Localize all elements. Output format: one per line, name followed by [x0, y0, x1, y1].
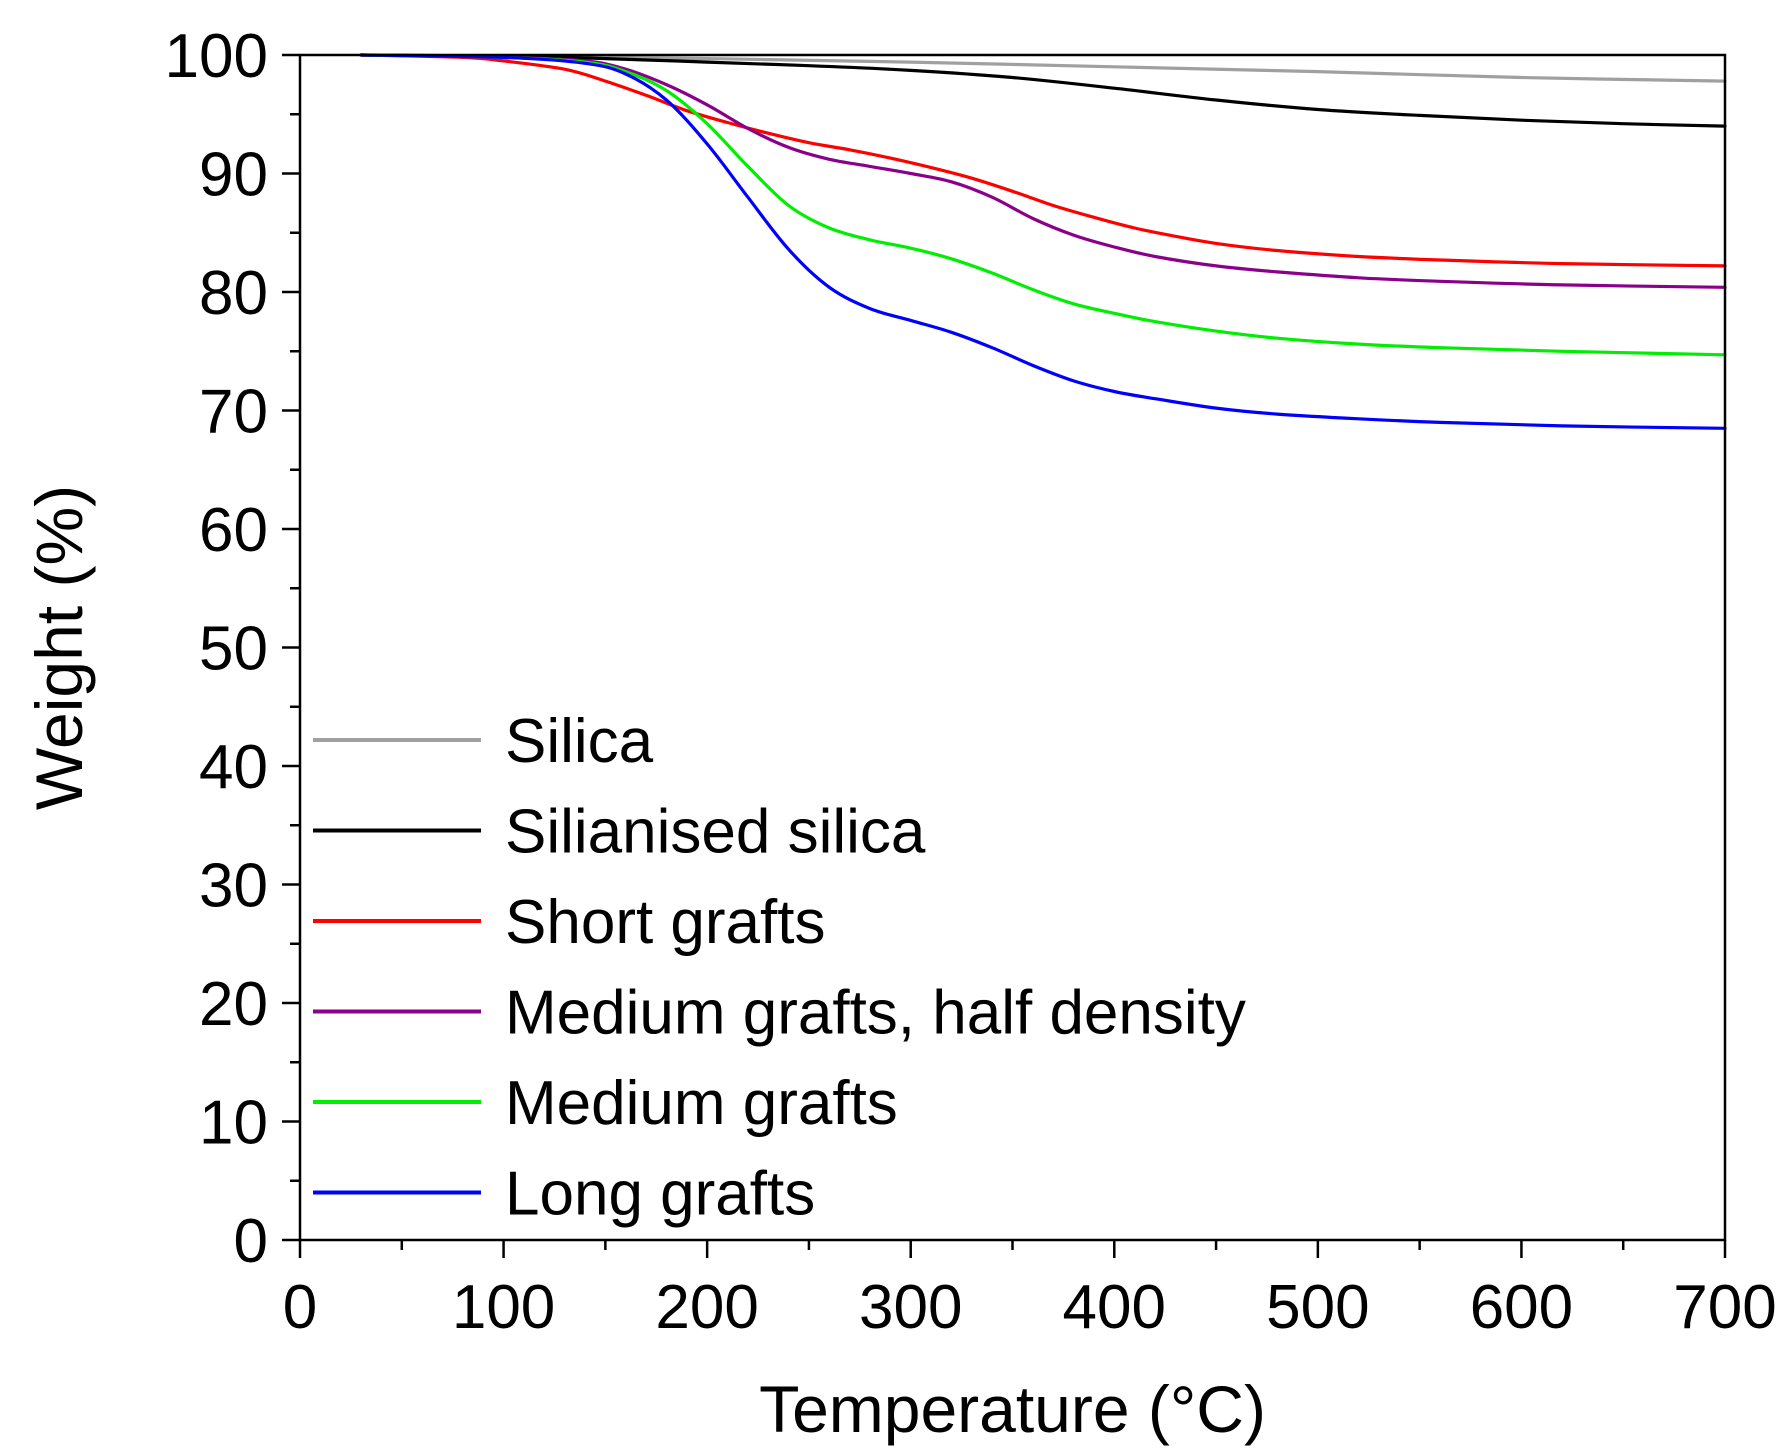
legend-item-medium-grafts: Medium grafts [313, 1069, 898, 1138]
legend-label: Long grafts [505, 1160, 815, 1229]
x-tick-label: 100 [452, 1273, 555, 1342]
legend-label: Short grafts [505, 888, 825, 957]
y-tick-label: 90 [199, 141, 268, 210]
plot-area-frame [298, 53, 1727, 1242]
x-tick-label: 0 [283, 1273, 317, 1342]
y-tick-label: 0 [234, 1207, 268, 1276]
y-tick-label: 50 [199, 615, 268, 684]
legend-label: Medium grafts, half density [505, 979, 1246, 1048]
y-tick-label: 70 [199, 378, 268, 447]
series-line-short-grafts [359, 53, 1727, 268]
legend-label: Silica [505, 707, 654, 776]
y-tick-label: 60 [199, 496, 268, 565]
axis-ticks: 0 100 200 300 400 500 600 700 0 10 20 30 40 50 60 70 80 9… [165, 22, 1777, 1342]
x-tick-label: 400 [1063, 1273, 1166, 1342]
legend-label: Medium grafts [505, 1069, 898, 1138]
x-tick-label: 700 [1673, 1273, 1776, 1342]
y-tick-label: 30 [199, 852, 268, 921]
legend-item-long-grafts: Long grafts [313, 1160, 815, 1229]
legend-item-silica: Silica [313, 707, 654, 776]
y-tick-label: 80 [199, 259, 268, 328]
series-line-medium-grafts [359, 53, 1727, 357]
legend-label: Silianised silica [505, 798, 926, 867]
series-layer [359, 53, 1727, 430]
y-axis-title: Weight (%) [22, 485, 96, 810]
legend-item-medium-grafts-half-density: Medium grafts, half density [313, 979, 1246, 1048]
legend: Silica Silianised silica Short grafts Mediu… [313, 707, 1246, 1229]
y-tick-label: 10 [199, 1089, 268, 1158]
series-line-long-grafts [359, 53, 1727, 430]
x-axis-title: Temperature (°C) [759, 1372, 1266, 1446]
x-tick-label: 500 [1266, 1273, 1369, 1342]
y-tick-label: 20 [199, 970, 268, 1039]
x-tick-label: 600 [1470, 1273, 1573, 1342]
y-tick-label: 40 [199, 733, 268, 802]
legend-item-short-grafts: Short grafts [313, 888, 825, 957]
legend-item-silianised-silica: Silianised silica [313, 798, 926, 867]
y-tick-label: 100 [165, 22, 268, 91]
series-line-medium-grafts-half-density [359, 53, 1727, 289]
x-tick-label: 300 [859, 1273, 962, 1342]
x-tick-label: 200 [655, 1273, 758, 1342]
series-line-silianised-silica [359, 53, 1727, 128]
